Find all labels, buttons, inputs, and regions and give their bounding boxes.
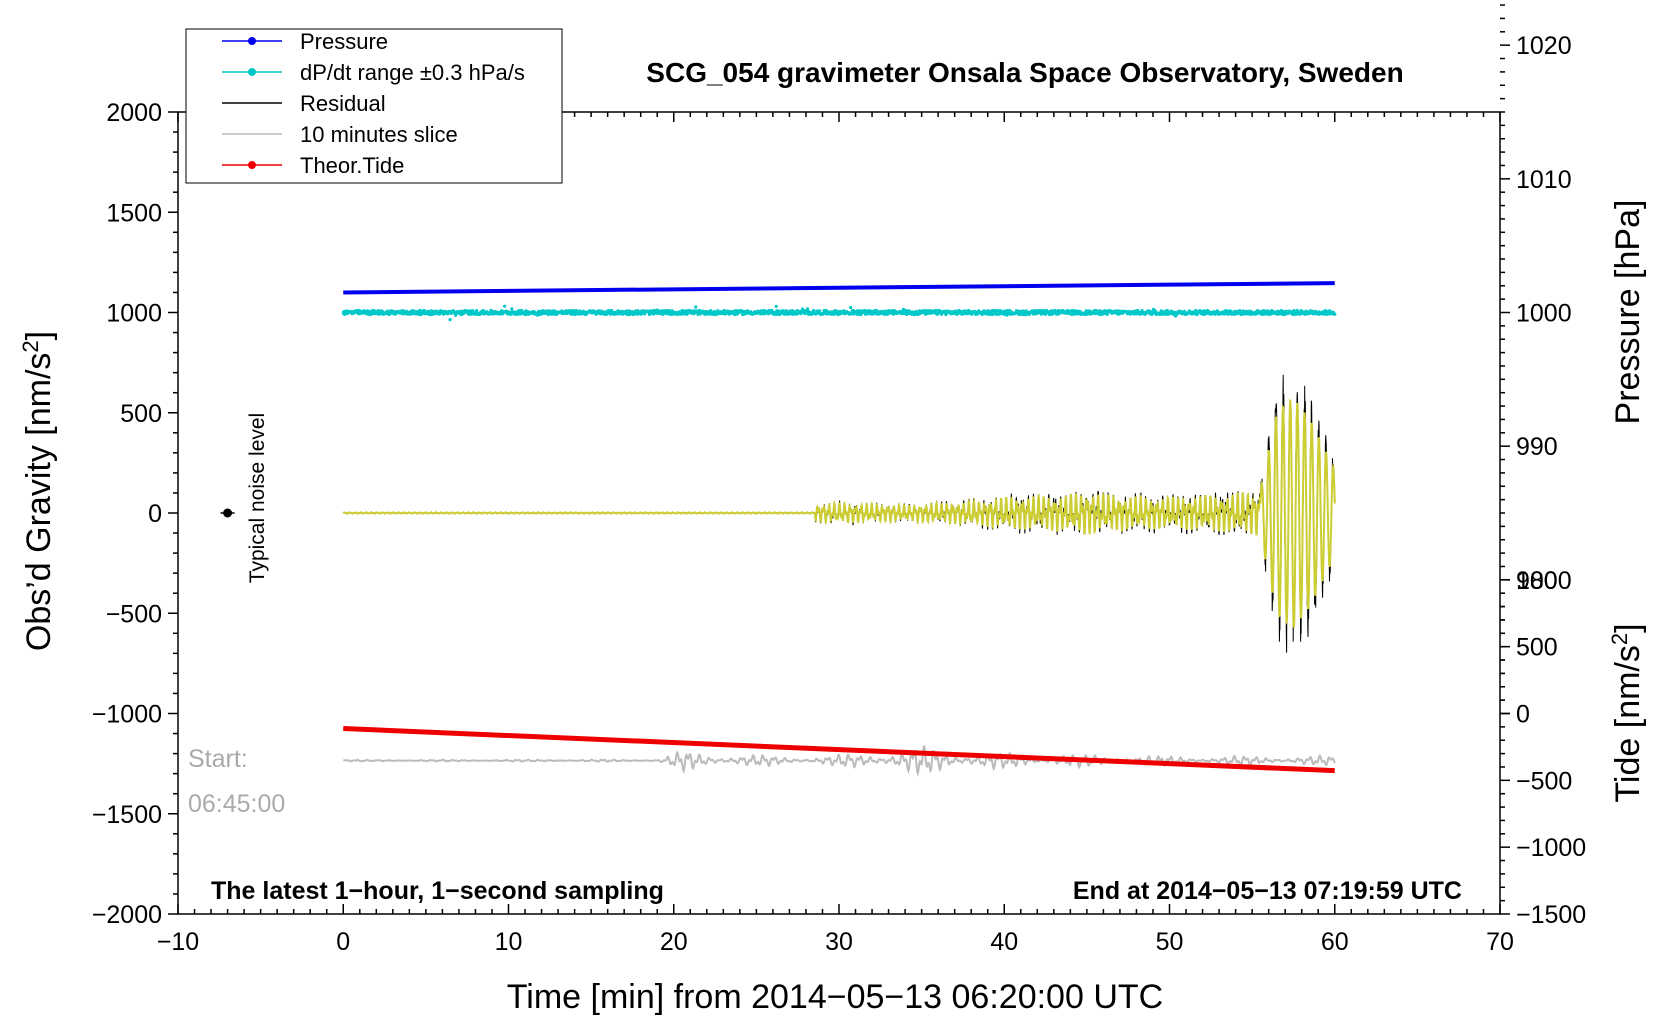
- y-axis-label-left-main: Obs’d Gravity [nm/s: [20, 353, 58, 652]
- dpdt-point: [774, 304, 778, 308]
- legend-label: Residual: [300, 91, 386, 116]
- legend-label: dP/dt range ±0.3 hPa/s: [300, 60, 525, 85]
- x-tick-label: 0: [336, 928, 350, 956]
- dpdt-point: [1005, 313, 1009, 317]
- sampling-annotation: The latest 1−hour, 1−second sampling: [211, 877, 664, 905]
- y-axis-label-tide-main: Tide [nm/s: [1609, 645, 1647, 802]
- legend-label: Theor.Tide: [300, 153, 404, 178]
- x-tick-label: −10: [157, 928, 199, 956]
- dpdt-point: [822, 311, 826, 315]
- dpdt-point: [1105, 312, 1109, 316]
- y-tick-label-left: −500: [106, 600, 162, 628]
- start-label: Start:: [188, 745, 248, 773]
- y-axis-label-left-end: ]: [20, 331, 58, 340]
- tide-series-line: [343, 726, 1335, 774]
- y-tick-label-pressure: 1020: [1516, 32, 1572, 60]
- filtered-residual-line: [342, 398, 1336, 628]
- y-tick-label-left: 1000: [106, 300, 162, 328]
- dpdt-point: [934, 308, 938, 313]
- y-tick-label-tide: −1000: [1516, 834, 1586, 862]
- noise-marker: [223, 508, 233, 518]
- y-tick-label-left: 2000: [106, 99, 162, 127]
- dpdt-point: [503, 304, 507, 308]
- dpdt-point: [624, 309, 629, 313]
- dpdt-point: [1333, 312, 1337, 316]
- legend-marker: [248, 161, 256, 169]
- end-time-annotation: End at 2014−05−13 07:19:59 UTC: [1073, 877, 1462, 905]
- legend-marker: [248, 68, 256, 76]
- y-axis-label-pressure: Pressure [hPa]: [1609, 200, 1647, 425]
- y-axis-label-tide-sup: 2: [1607, 633, 1632, 645]
- y-tick-label-tide: −1500: [1516, 901, 1586, 929]
- dpdt-point: [448, 318, 452, 322]
- x-tick-label: 70: [1486, 928, 1514, 956]
- y-tick-label-left: 0: [148, 500, 162, 528]
- y-tick-label-left: 1500: [106, 199, 162, 227]
- legend-marker: [248, 37, 256, 45]
- dpdt-point: [993, 309, 997, 313]
- y-tick-label-pressure: 990: [1516, 433, 1558, 461]
- y-tick-label-tide: −500: [1516, 767, 1572, 795]
- y-tick-label-tide: 500: [1516, 634, 1558, 662]
- x-tick-label: 60: [1321, 928, 1349, 956]
- x-tick-label: 30: [825, 928, 853, 956]
- legend-label: 10 minutes slice: [300, 122, 458, 147]
- pressure-series-line: [343, 281, 1335, 295]
- dpdt-point: [1194, 309, 1198, 313]
- x-tick-label: 20: [660, 928, 688, 956]
- legend-label: Pressure: [300, 29, 388, 54]
- y-axis-label-left: Obs’d Gravity [nm/s2]: [18, 331, 59, 651]
- dpdt-point: [806, 307, 810, 311]
- dpdt-point: [694, 305, 698, 309]
- dpdt-point: [665, 309, 669, 313]
- dpdt-point: [722, 308, 727, 313]
- slice-series-line: [342, 745, 1336, 777]
- chart-title: SCG_054 gravimeter Onsala Space Observat…: [646, 57, 1403, 88]
- y-tick-label-pressure: 1010: [1516, 166, 1572, 194]
- x-tick-label: 10: [495, 928, 523, 956]
- dpdt-point: [818, 309, 822, 313]
- dpdt-point: [1098, 309, 1102, 313]
- start-time: 06:45:00: [188, 790, 285, 818]
- y-tick-label-pressure: 1000: [1516, 300, 1572, 328]
- dpdt-point: [1238, 309, 1242, 313]
- x-tick-label: 50: [1156, 928, 1184, 956]
- x-axis-label: Time [min] from 2014−05−13 06:20:00 UTC: [507, 978, 1163, 1016]
- y-tick-label-tide: 0: [1516, 701, 1530, 729]
- dpdt-point: [1153, 309, 1157, 313]
- plot-content: [341, 281, 1337, 777]
- y-tick-label-left: −1500: [92, 801, 162, 829]
- y-axis-label-tide-end: ]: [1609, 623, 1647, 632]
- dpdt-series-points: [341, 304, 1337, 322]
- legend: Pressure dP/dt range ±0.3 hPa/s Residual 10…: [185, 28, 563, 184]
- dpdt-point: [849, 305, 853, 310]
- axis-tick-labels: −10 0 10 20 30 40 50 60 702000150010005000−500−1…: [92, 32, 1586, 956]
- noise-indicator: Typical noise level: [220, 413, 269, 583]
- y-tick-label-left: 500: [120, 400, 162, 428]
- dpdt-point: [812, 308, 816, 313]
- y-tick-label-pressure: 980: [1516, 567, 1558, 595]
- y-axis-label-left-sup: 2: [18, 340, 43, 352]
- y-axis-label-tide: Tide [nm/s2]: [1607, 623, 1648, 802]
- dpdt-point: [510, 307, 514, 311]
- noise-label: Typical noise level: [246, 413, 269, 583]
- y-tick-label-left: −1000: [92, 701, 162, 729]
- x-tick-label: 40: [990, 928, 1018, 956]
- axis-ticks: [168, 4, 1510, 915]
- y-tick-label-tide: 1000: [1516, 567, 1572, 595]
- y-tick-label-left: −2000: [92, 901, 162, 929]
- legend-box: [185, 28, 563, 184]
- dpdt-point: [454, 313, 458, 317]
